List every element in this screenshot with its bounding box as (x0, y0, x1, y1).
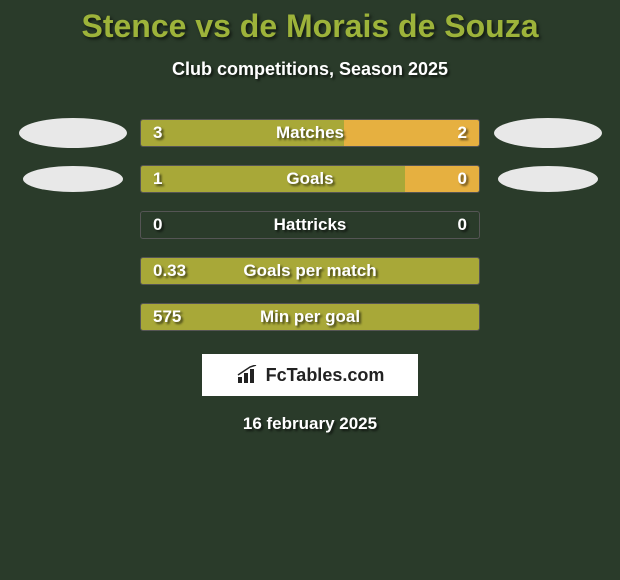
left-avatar-slot (15, 118, 130, 148)
stat-bar: 575 Min per goal (140, 303, 480, 331)
stat-name: Goals (286, 169, 333, 189)
stat-right-value: 2 (458, 123, 467, 143)
comparison-rows: 3 Matches 2 1 Goals 0 0 Hattricks 0 0.33 Goals per… (0, 110, 620, 340)
right-avatar-slot (490, 166, 605, 192)
bar-chart-icon (236, 365, 260, 385)
stat-bar-right-fill (405, 166, 479, 192)
page-title: Stence vs de Morais de Souza (0, 0, 620, 45)
stat-right-value: 0 (458, 169, 467, 189)
stat-bar: 0 Hattricks 0 (140, 211, 480, 239)
stat-left-value: 1 (153, 169, 162, 189)
stat-bar: 3 Matches 2 (140, 119, 480, 147)
stat-name: Hattricks (274, 215, 347, 235)
player-avatar-left (19, 118, 127, 148)
stat-bar: 1 Goals 0 (140, 165, 480, 193)
left-avatar-slot (15, 166, 130, 192)
stat-left-value: 0 (153, 215, 162, 235)
stat-name: Goals per match (243, 261, 376, 281)
stat-bar: 0.33 Goals per match (140, 257, 480, 285)
comparison-row: 0.33 Goals per match (0, 248, 620, 294)
stat-name: Matches (276, 123, 344, 143)
date-text: 16 february 2025 (0, 414, 620, 434)
stat-bar-left-fill (141, 166, 405, 192)
logo-box: FcTables.com (202, 354, 418, 396)
comparison-row: 575 Min per goal (0, 294, 620, 340)
subtitle: Club competitions, Season 2025 (0, 59, 620, 80)
stat-left-value: 0.33 (153, 261, 186, 281)
comparison-row: 0 Hattricks 0 (0, 202, 620, 248)
stat-left-value: 3 (153, 123, 162, 143)
player-avatar-right (498, 166, 598, 192)
stat-name: Min per goal (260, 307, 360, 327)
player-avatar-right (494, 118, 602, 148)
comparison-row: 1 Goals 0 (0, 156, 620, 202)
stat-right-value: 0 (458, 215, 467, 235)
stat-left-value: 575 (153, 307, 181, 327)
comparison-row: 3 Matches 2 (0, 110, 620, 156)
logo-text: FcTables.com (266, 365, 385, 386)
right-avatar-slot (490, 118, 605, 148)
player-avatar-left (23, 166, 123, 192)
